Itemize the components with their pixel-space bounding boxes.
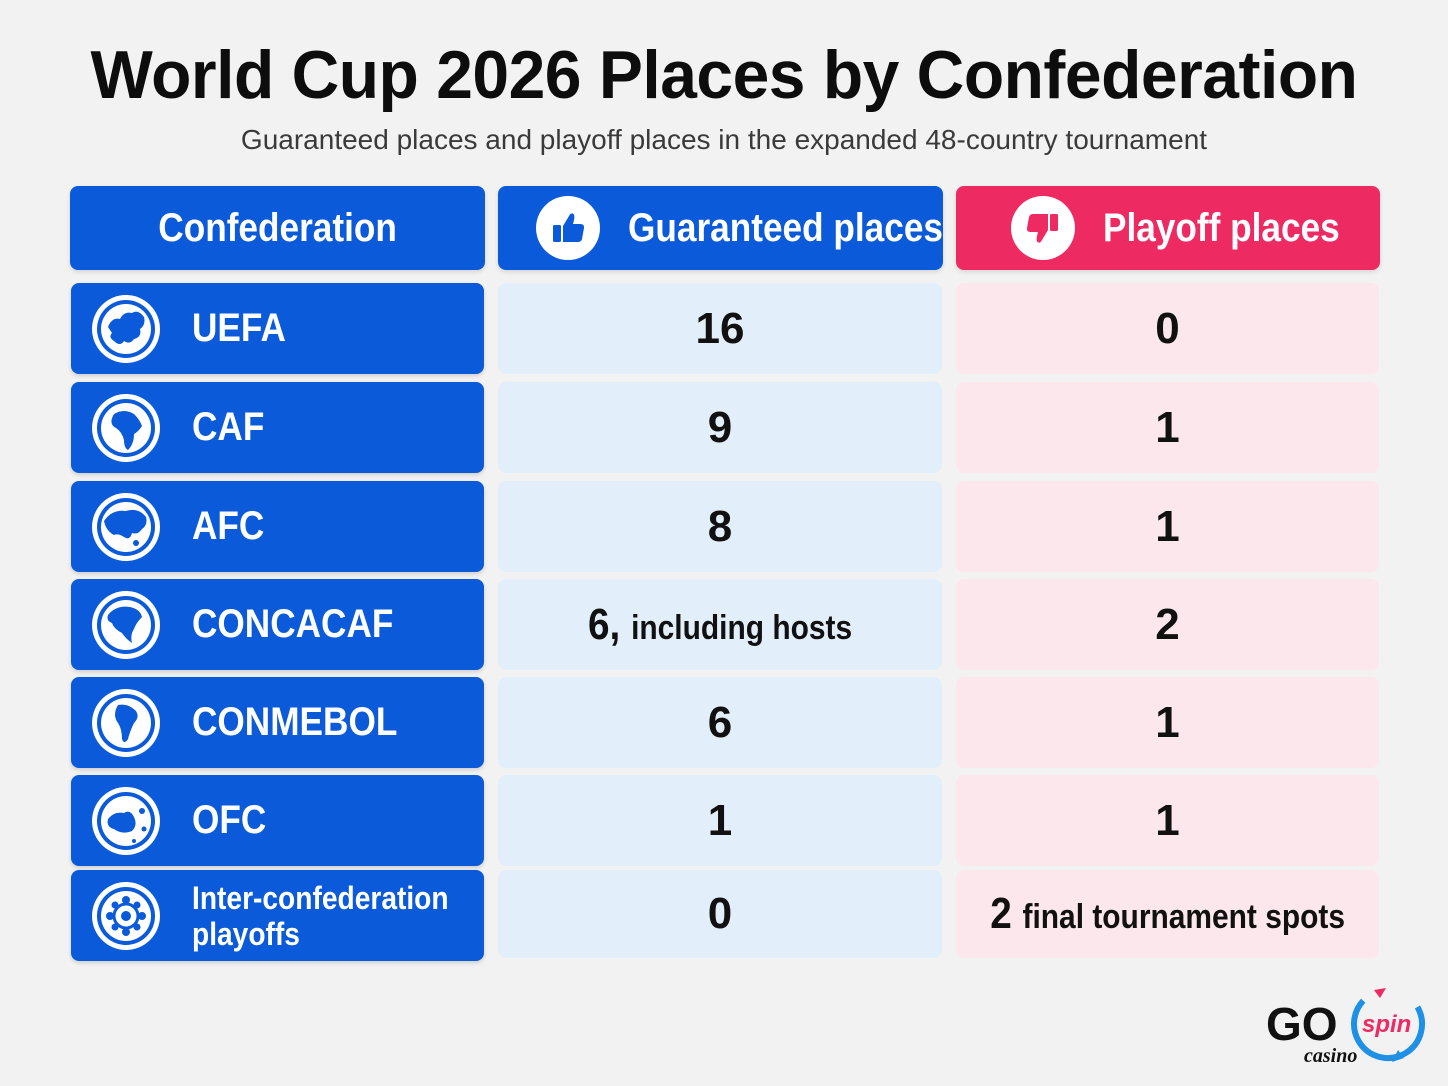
confederation-name: AFC <box>192 504 265 548</box>
confederation-name: OFC <box>192 798 267 842</box>
table-row: CONCACAF 6, including hosts 2 <box>0 579 1448 670</box>
thumbs-up-icon <box>536 196 600 260</box>
confederation-name: UEFA <box>192 306 286 350</box>
confederation-cell: Inter-confederation playoffs <box>71 870 484 961</box>
guaranteed-value: 6, including hosts <box>588 600 852 650</box>
table-row: Inter-confederation playoffs 0 2 final t… <box>0 870 1448 961</box>
guaranteed-value: 1 <box>707 795 733 845</box>
logo-go-text: GO <box>1266 998 1338 1050</box>
header-guaranteed: Guaranteed places <box>498 186 943 270</box>
guaranteed-value: 6 <box>707 697 733 747</box>
playoff-value: 2 <box>1155 599 1180 649</box>
oceania-globe-icon <box>92 786 160 855</box>
guaranteed-cell: 6 <box>498 677 942 768</box>
confederation-name: Inter-confederation playoffs <box>192 879 449 952</box>
table-row: OFC 1 1 <box>0 775 1448 866</box>
guaranteed-cell: 9 <box>498 382 942 473</box>
playoff-value: 1 <box>1155 697 1180 747</box>
guaranteed-value: 16 <box>695 303 745 353</box>
thumbs-down-icon <box>1011 196 1075 260</box>
page-title: World Cup 2026 Places by Confederation <box>90 37 1358 113</box>
gospin-casino-logo: GO spin casino <box>1264 984 1434 1068</box>
south-america-globe-icon <box>92 688 160 757</box>
playoff-value: 2 final tournament spots <box>990 889 1345 939</box>
asia-globe-icon <box>92 492 160 561</box>
playoff-cell: 1 <box>956 775 1379 866</box>
africa-globe-icon <box>92 393 160 462</box>
europe-globe-icon <box>92 294 160 363</box>
playoff-number: 2 <box>990 889 1012 938</box>
north-america-globe-icon <box>92 590 160 659</box>
playoff-cell: 0 <box>956 283 1379 374</box>
header-playoff: Playoff places <box>956 186 1380 270</box>
confederation-name: CAF <box>192 405 265 449</box>
confederation-cell: CONMEBOL <box>71 677 484 768</box>
playoff-cell: 1 <box>956 481 1379 572</box>
confederation-cell: AFC <box>71 481 484 572</box>
network-icon <box>92 881 160 950</box>
logo-spin-text: spin <box>1362 1011 1411 1038</box>
header-confederation-label: Confederation <box>158 205 397 250</box>
playoff-note: final tournament spots <box>1022 898 1345 936</box>
header-confederation: Confederation <box>70 186 485 270</box>
table-row: UEFA 16 0 <box>0 283 1448 374</box>
confederation-cell: CONCACAF <box>71 579 484 670</box>
table-row: AFC 8 1 <box>0 481 1448 572</box>
guaranteed-value: 9 <box>707 402 733 452</box>
table-row: CAF 9 1 <box>0 382 1448 473</box>
guaranteed-cell: 1 <box>498 775 942 866</box>
guaranteed-number: 6, <box>587 599 621 649</box>
guaranteed-value: 8 <box>707 501 733 551</box>
guaranteed-cell: 0 <box>498 870 942 958</box>
page-subtitle: Guaranteed places and playoff places in … <box>240 124 1208 155</box>
table-row: CONMEBOL 6 1 <box>0 677 1448 768</box>
playoff-cell: 1 <box>956 677 1379 768</box>
playoff-value: 1 <box>1155 795 1180 845</box>
confederation-name: CONCACAF <box>192 602 394 646</box>
header-guaranteed-label: Guaranteed places <box>628 205 943 250</box>
playoff-cell: 1 <box>956 382 1379 473</box>
playoff-value: 1 <box>1155 402 1180 452</box>
guaranteed-value: 0 <box>707 889 733 938</box>
playoff-cell: 2 <box>956 579 1379 670</box>
playoff-value: 1 <box>1155 501 1180 551</box>
playoff-cell: 2 final tournament spots <box>956 870 1379 958</box>
confederation-name: CONMEBOL <box>192 700 398 744</box>
guaranteed-note: including hosts <box>630 608 853 647</box>
confederation-cell: UEFA <box>71 283 484 374</box>
guaranteed-cell: 16 <box>498 283 942 374</box>
guaranteed-cell: 8 <box>498 481 942 572</box>
playoff-value: 0 <box>1155 303 1180 353</box>
guaranteed-cell: 6, including hosts <box>498 579 942 670</box>
logo-casino-text: casino <box>1304 1045 1357 1067</box>
header-playoff-label: Playoff places <box>1103 205 1340 250</box>
confederation-cell: CAF <box>71 382 484 473</box>
confederation-cell: OFC <box>71 775 484 866</box>
